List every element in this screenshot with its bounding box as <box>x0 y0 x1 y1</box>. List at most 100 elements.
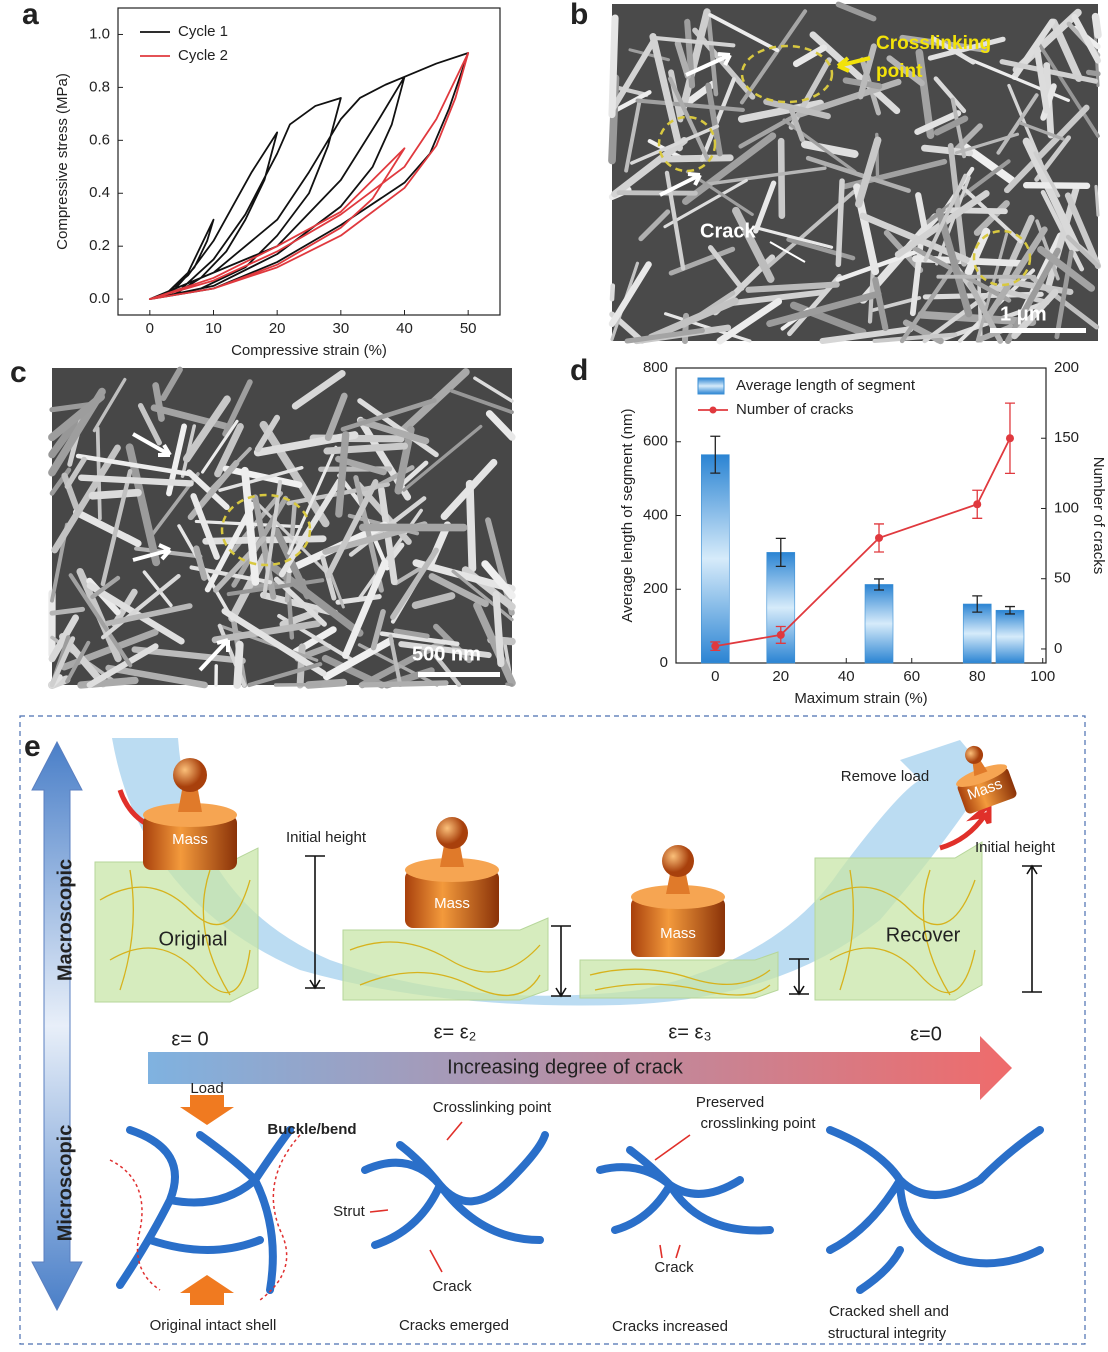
arrow <box>132 543 172 562</box>
fiber <box>390 547 439 620</box>
circle <box>972 229 1032 287</box>
scale-bar <box>418 672 500 677</box>
annotation: Crosslinking <box>876 33 991 54</box>
fiber <box>473 601 516 687</box>
fiber <box>800 140 859 158</box>
x-axis-title: Compressive strain (%) <box>231 342 387 359</box>
fiber <box>667 76 710 162</box>
fiber <box>786 237 856 261</box>
axis-label: Macroscopic <box>54 859 76 981</box>
y-tick-label: 1.0 <box>89 25 110 42</box>
fiber <box>193 545 208 581</box>
fiber <box>855 136 882 208</box>
fiber <box>766 290 882 328</box>
fiber <box>988 284 1050 305</box>
load-arrow <box>180 1095 234 1125</box>
y-axis-title: Average length of segment (nm) <box>619 408 636 622</box>
scale-bar <box>990 328 1086 333</box>
fiber <box>705 82 723 157</box>
y-tick-label: 200 <box>643 580 668 597</box>
fiber <box>857 43 877 100</box>
mass-label: Mass <box>434 895 470 912</box>
y2-tick-label: 0 <box>1054 640 1062 657</box>
fiber <box>914 110 962 135</box>
fiber <box>872 276 889 332</box>
fiber <box>259 420 330 528</box>
x-axis-title: Maximum strain (%) <box>794 690 927 707</box>
fiber <box>190 493 220 560</box>
fiber <box>909 240 924 317</box>
label: Initial height <box>975 839 1056 856</box>
fiber <box>485 517 515 616</box>
fiber <box>915 192 928 230</box>
fiber <box>732 206 775 283</box>
fiber <box>751 225 834 249</box>
fiber <box>370 608 386 651</box>
fiber <box>358 680 449 688</box>
fiber <box>1018 121 1065 141</box>
fiber <box>262 479 283 599</box>
fiber <box>706 166 827 186</box>
panel-label: c <box>10 356 27 389</box>
fiber <box>664 312 752 343</box>
sem-image <box>608 1 1102 345</box>
fiber <box>1065 234 1101 269</box>
fiber <box>88 488 142 500</box>
arrow <box>939 799 992 851</box>
fiber <box>342 559 389 659</box>
fiber <box>465 479 477 573</box>
fiber-network <box>589 968 771 996</box>
strain-label: ε= 0 <box>171 1028 208 1050</box>
fiber <box>105 664 208 689</box>
fiber <box>973 200 1010 236</box>
fiber <box>221 608 327 677</box>
fiber <box>996 93 1039 155</box>
fiber <box>1091 12 1102 39</box>
fiber <box>49 606 86 616</box>
fiber <box>1033 151 1061 198</box>
label: Load <box>190 1080 223 1097</box>
fiber <box>739 9 808 105</box>
fiber <box>137 402 162 446</box>
fiber <box>886 55 925 87</box>
bar <box>864 584 894 664</box>
bar <box>766 552 796 664</box>
fiber <box>1085 69 1101 77</box>
fiber <box>1033 45 1050 114</box>
fiber <box>684 18 696 89</box>
panel-label: a <box>22 0 39 31</box>
scale-bar-label: 1 μm <box>1000 303 1047 325</box>
fiber <box>325 479 379 579</box>
fiber <box>1071 13 1102 64</box>
fiber <box>65 640 91 684</box>
error-bar <box>775 537 786 568</box>
fiber <box>287 445 338 555</box>
fiber <box>930 36 976 65</box>
fiber <box>737 99 824 123</box>
x-tick-label: 20 <box>269 320 286 337</box>
height-marker <box>1022 864 1042 993</box>
height-marker <box>789 958 809 996</box>
load-arrow <box>180 1275 234 1305</box>
fiber <box>201 419 239 474</box>
point <box>776 630 785 639</box>
fiber <box>624 327 705 344</box>
y-tick-label: 0.0 <box>89 290 110 307</box>
fiber <box>707 245 745 291</box>
label: Crack <box>432 1278 472 1295</box>
fiber <box>92 377 127 433</box>
scale-arrow <box>31 740 83 1312</box>
fiber <box>322 637 394 681</box>
x-tick-label: 60 <box>903 668 920 685</box>
mass <box>631 845 725 957</box>
y2-tick-label: 50 <box>1054 570 1071 587</box>
fiber <box>609 90 652 115</box>
fiber <box>1094 184 1100 217</box>
fiber <box>247 662 323 688</box>
axis-label: Microscopic <box>54 1125 76 1242</box>
fiber <box>105 603 193 627</box>
panel-border <box>19 715 1086 1345</box>
fiber <box>1037 245 1095 292</box>
fiber <box>716 297 783 345</box>
annotation: Crack <box>700 220 756 242</box>
